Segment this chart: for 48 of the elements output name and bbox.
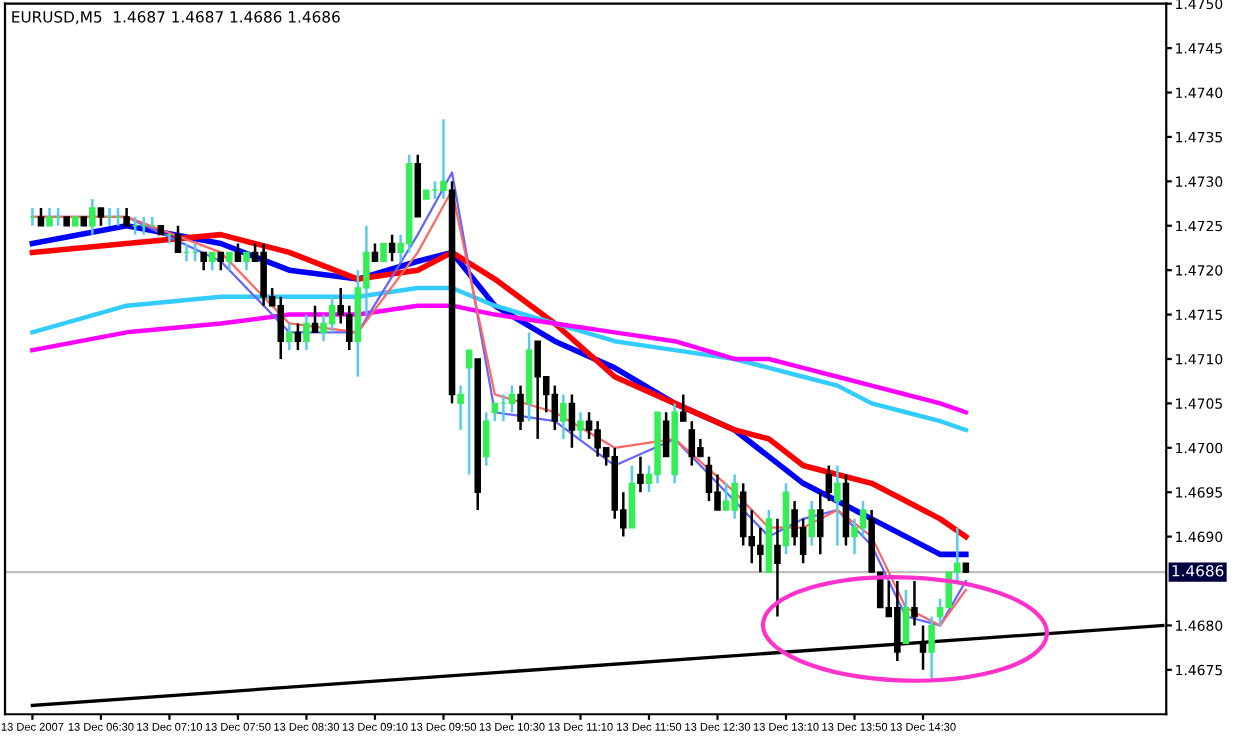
candlestick xyxy=(277,295,285,361)
candlestick xyxy=(577,411,584,441)
candlestick xyxy=(585,411,593,441)
candlestick xyxy=(551,384,559,432)
candlestick xyxy=(799,517,807,565)
candlestick xyxy=(791,499,798,547)
candlestick xyxy=(911,579,918,627)
candlestick xyxy=(834,464,841,547)
candlestick xyxy=(851,517,858,556)
candlestick xyxy=(465,348,473,476)
candlestick xyxy=(303,313,310,352)
candlestick xyxy=(286,322,293,352)
candlestick xyxy=(722,482,730,512)
line-series xyxy=(30,285,969,433)
candlestick xyxy=(508,384,516,414)
candlestick xyxy=(594,419,601,458)
candlestick xyxy=(517,384,524,432)
candlestick xyxy=(714,473,721,512)
candlestick xyxy=(483,411,490,467)
candlestick xyxy=(311,304,319,334)
candlestick xyxy=(534,339,541,441)
candlestick xyxy=(457,384,464,432)
candlestick xyxy=(294,322,302,352)
candlestick xyxy=(637,455,644,494)
candlestick xyxy=(320,313,327,343)
candlestick xyxy=(628,464,636,529)
candlestick xyxy=(89,197,96,236)
candlestick xyxy=(260,242,267,307)
candlestick xyxy=(388,233,396,263)
candlestick xyxy=(662,411,670,458)
candlestick xyxy=(859,499,867,538)
candlestick xyxy=(731,473,738,521)
candlestick xyxy=(560,393,567,441)
candlestick xyxy=(174,224,182,254)
candlestick xyxy=(328,295,336,334)
line-series xyxy=(30,303,969,415)
candlestick xyxy=(902,588,910,645)
candlestick xyxy=(568,393,576,450)
candlestick xyxy=(774,517,781,618)
candlestick xyxy=(825,464,833,503)
candlestick xyxy=(808,499,815,547)
candlestick xyxy=(817,490,824,556)
candlestick xyxy=(688,419,696,467)
candlestick xyxy=(440,117,447,201)
candlestick xyxy=(739,482,747,547)
candlestick xyxy=(928,615,935,680)
candlestick xyxy=(705,455,713,503)
candlestick xyxy=(679,393,687,423)
